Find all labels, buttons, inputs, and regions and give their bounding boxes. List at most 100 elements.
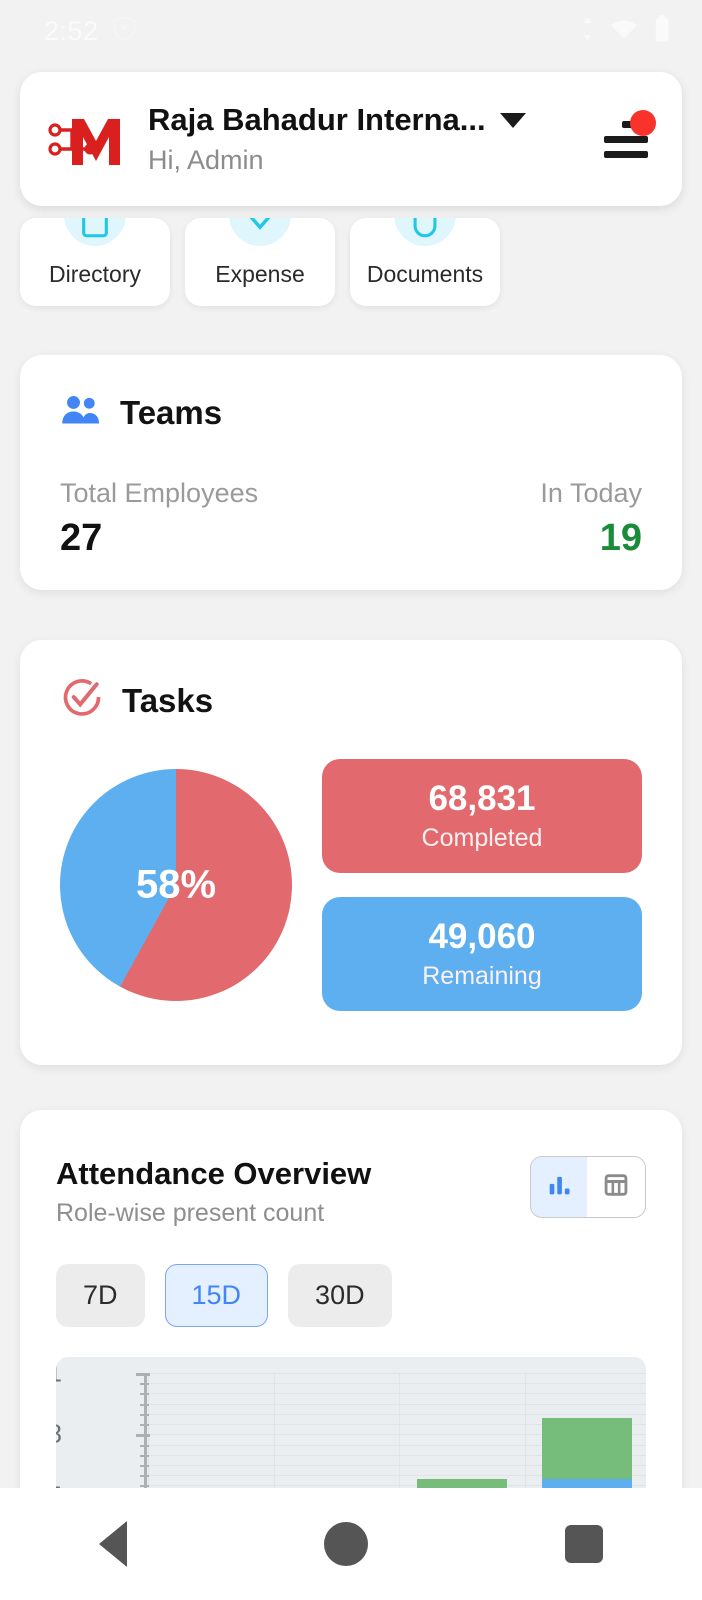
pie-percent-label: 58% [135,862,217,907]
grid-line-h [148,1465,646,1466]
expense-icon [229,218,291,246]
grid-line-h [148,1485,646,1487]
quick-action-directory[interactable]: Directory [20,218,170,306]
quick-action-expense[interactable]: Expense [185,218,335,306]
attendance-title: Attendance Overview [56,1156,372,1191]
completed-value: 68,831 [428,779,536,818]
quick-action-documents[interactable]: Documents [350,218,500,306]
remaining-box: 49,060 Remaining [322,897,642,1011]
table-icon [602,1171,630,1204]
header-text: Raja Bahadur Interna... Hi, Admin [148,102,586,176]
tasks-stat-boxes: 68,831 Completed 49,060 Remaining [322,759,642,1011]
clock: 2:52 [44,15,99,46]
grid-line-h [148,1444,646,1446]
y-axis-tick-label: 21 [56,1358,62,1389]
teams-stats: Total Employees 27 In Today 19 [60,478,642,560]
range-chip-30d[interactable]: 30D [288,1264,392,1327]
recents-icon[interactable] [565,1525,604,1563]
view-toggle [530,1156,646,1218]
y-axis-minor-tick [140,1413,149,1416]
tasks-body: 58% 68,831 Completed 49,060 Remaining [60,759,642,1011]
back-icon[interactable] [98,1521,127,1567]
completed-box: 68,831 Completed [322,759,642,873]
remaining-label: Remaining [422,962,542,990]
directory-icon [64,218,126,246]
grid-line-v [399,1373,400,1557]
y-axis-minor-tick [140,1475,149,1478]
android-nav-bar [0,1488,702,1600]
grid-line-h [148,1413,646,1415]
y-axis-minor-tick [140,1465,149,1467]
completed-label: Completed [421,824,543,852]
status-bar: 2:52 [0,0,702,62]
grid-line-h [148,1475,646,1477]
y-axis-tick-label: 18 [56,1419,62,1450]
y-axis-minor-tick [140,1393,149,1396]
y-axis-minor-tick [140,1383,149,1386]
tasks-title: Tasks [122,681,214,719]
in-today-value: 19 [599,517,642,559]
range-chips: 7D 15D 30D [56,1264,646,1327]
attendance-subtitle: Role-wise present count [56,1199,325,1227]
toggle-table-view[interactable] [587,1157,645,1217]
in-today-stat: In Today 19 [540,478,642,560]
header-card[interactable]: Raja Bahadur Interna... Hi, Admin [20,72,682,206]
grid-line-h [148,1393,646,1395]
shield-icon [111,15,138,47]
wifi-icon [608,15,640,48]
menu-line-2 [604,136,648,143]
total-employees-stat: Total Employees 27 [60,478,258,560]
in-today-label: In Today [540,478,642,508]
grid-line-h [148,1424,646,1426]
grid-line-h [148,1373,646,1374]
remaining-value: 49,060 [428,917,536,956]
grid-line-h [148,1403,646,1405]
notification-dot [630,110,656,136]
org-name: Raja Bahadur Interna... [148,102,486,137]
m-logo [46,99,142,179]
range-chip-7d[interactable]: 7D [56,1264,145,1327]
greeting-text: Hi, Admin [148,145,264,175]
teams-header: Teams [60,393,642,432]
mobile-data-icon [579,15,596,48]
y-axis-minor-tick [140,1444,149,1447]
battery-icon [652,14,672,49]
grid-line-v [273,1373,275,1557]
mute-icon [537,14,567,49]
y-axis-minor-tick [140,1434,149,1437]
y-axis-minor-tick [140,1424,149,1427]
home-icon[interactable] [323,1522,368,1566]
grid-line-v [524,1373,526,1557]
bar-segment-green [542,1417,633,1480]
quick-action-label: Documents [366,261,484,287]
toggle-bar-chart-view[interactable] [531,1157,588,1217]
documents-icon [394,218,456,246]
bar-chart-icon [545,1171,573,1204]
tasks-header: Tasks [60,676,642,725]
range-chip-15d[interactable]: 15D [164,1264,269,1327]
org-selector[interactable]: Raja Bahadur Interna... [148,102,586,138]
hamburger-menu-icon[interactable] [592,109,656,169]
teams-title: Teams [120,393,223,431]
total-employees-value: 27 [60,517,103,559]
status-bar-right [537,14,672,49]
total-employees-label: Total Employees [60,478,259,508]
y-axis-minor-tick [140,1485,149,1488]
y-axis-minor-tick [140,1373,149,1375]
people-icon [60,393,102,432]
quick-action-label: Directory [48,261,141,287]
attendance-header: Attendance Overview Role-wise present co… [56,1156,646,1228]
grid-line-h [148,1454,646,1456]
y-axis-minor-tick [140,1454,149,1457]
status-bar-left: 2:52 [44,15,138,47]
quick-action-label: Expense [215,261,305,287]
y-axis-minor-tick [140,1403,149,1406]
tasks-card[interactable]: Tasks 58% 68,831 Completed 49,060 Remain… [20,640,682,1065]
attendance-titles: Attendance Overview Role-wise present co… [56,1156,371,1228]
teams-card[interactable]: Teams Total Employees 27 In Today 19 [20,355,682,590]
chevron-down-icon[interactable] [499,112,526,128]
grid-line-h [148,1383,646,1385]
menu-line-3 [604,151,648,158]
quick-actions-row: Directory Expense Documents [20,218,500,306]
